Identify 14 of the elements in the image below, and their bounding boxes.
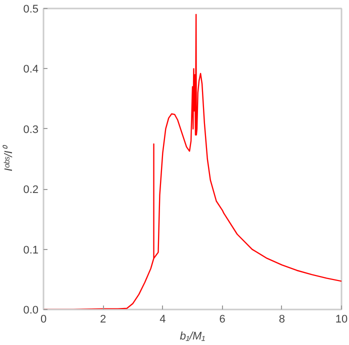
x-tick-label: 6 — [219, 314, 226, 326]
y-axis-title: Iᵒᵇˢ/I⁰ — [2, 144, 16, 172]
y-tick-label: 0.2 — [23, 184, 39, 196]
x-tick-label: 4 — [160, 314, 166, 326]
x-tick-label: 2 — [100, 314, 106, 326]
y-tick-label: 0.3 — [23, 124, 39, 136]
y-tick-label: 0.0 — [23, 304, 39, 316]
x-axis-title: b₁/M₁ — [180, 330, 206, 342]
x-tick-label: 10 — [335, 314, 348, 326]
x-tick-label: 0 — [40, 314, 47, 326]
y-tick-label: 0.5 — [23, 4, 39, 16]
y-tick-label: 0.1 — [23, 244, 39, 256]
y-tick-label: 0.4 — [23, 64, 39, 76]
x-tick-label: 8 — [278, 314, 285, 326]
